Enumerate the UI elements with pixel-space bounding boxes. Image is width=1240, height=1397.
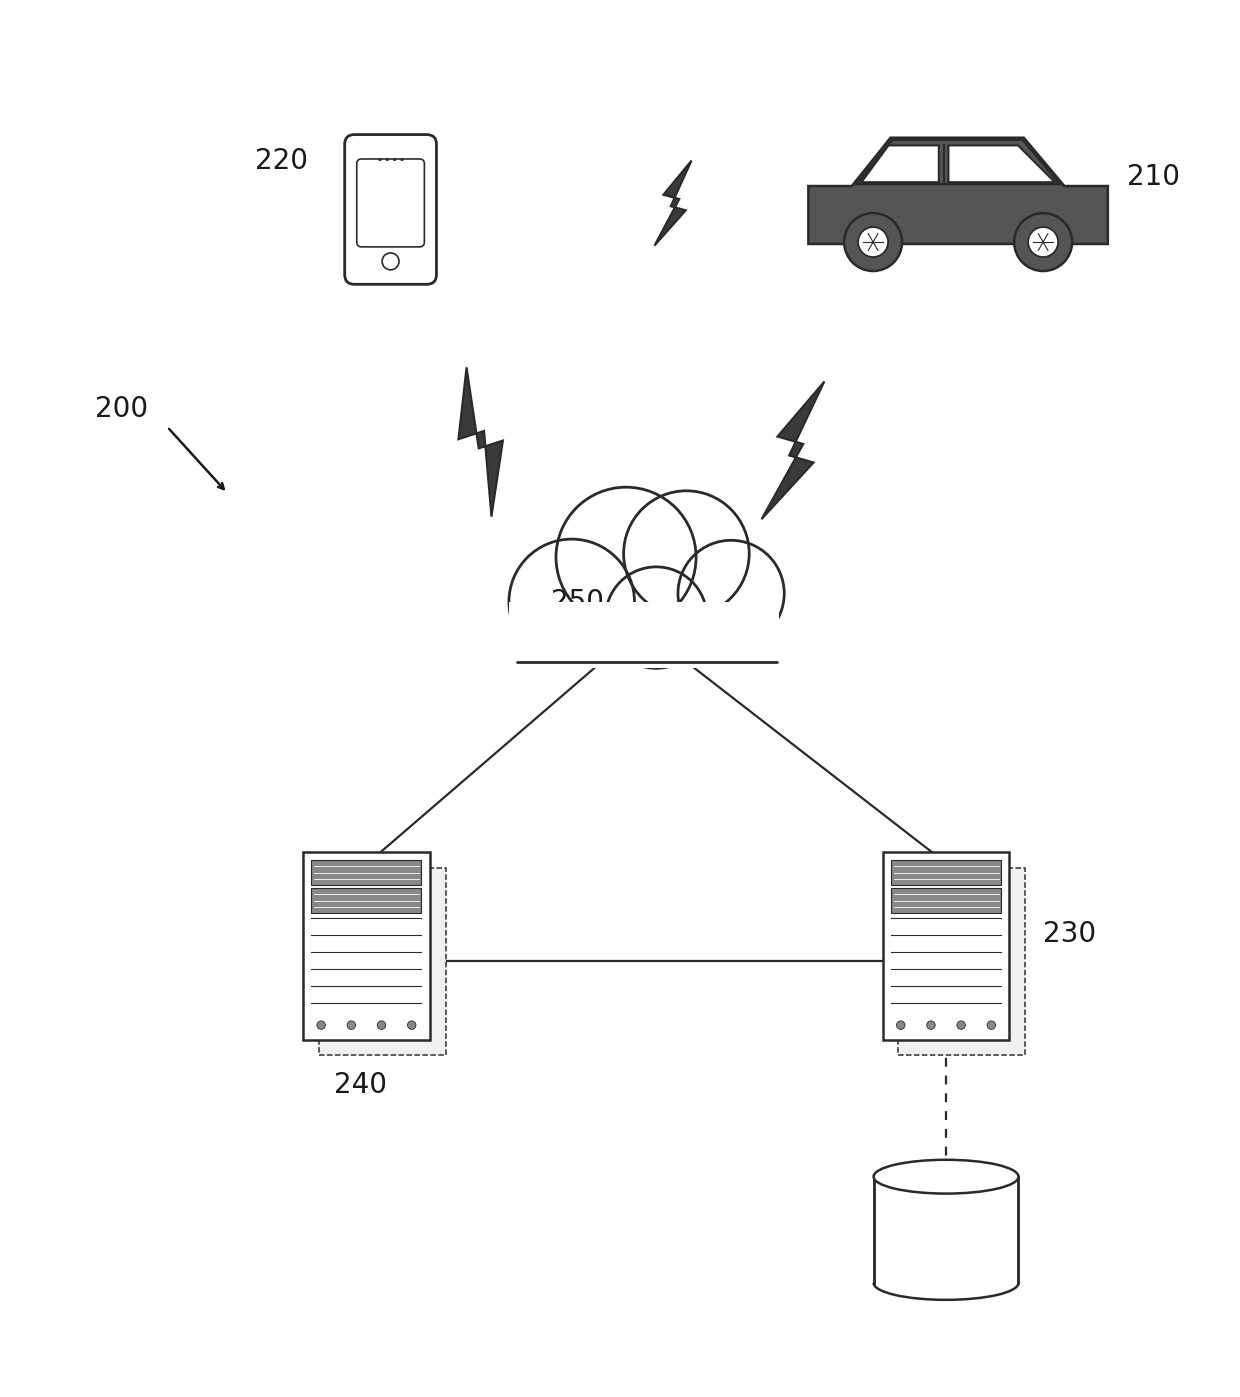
Bar: [892, 887, 1001, 914]
Polygon shape: [459, 367, 503, 517]
Circle shape: [605, 567, 707, 668]
Circle shape: [624, 490, 749, 616]
Circle shape: [1028, 228, 1058, 257]
FancyBboxPatch shape: [357, 159, 424, 247]
Text: 240: 240: [334, 1071, 387, 1099]
Circle shape: [897, 1021, 905, 1030]
Polygon shape: [862, 145, 939, 182]
Text: 250: 250: [552, 588, 604, 616]
Bar: [892, 859, 1001, 886]
Circle shape: [858, 228, 888, 257]
Ellipse shape: [874, 1160, 1018, 1193]
Circle shape: [556, 488, 696, 627]
Bar: [898, 868, 1025, 1055]
Circle shape: [1014, 214, 1073, 271]
Circle shape: [317, 1021, 325, 1030]
Circle shape: [347, 1021, 356, 1030]
Circle shape: [508, 539, 635, 665]
Polygon shape: [949, 145, 1055, 182]
Bar: [319, 868, 445, 1055]
Circle shape: [987, 1021, 996, 1030]
Polygon shape: [857, 140, 1059, 184]
FancyBboxPatch shape: [345, 134, 436, 285]
Circle shape: [926, 1021, 935, 1030]
Bar: [311, 859, 422, 886]
Polygon shape: [808, 138, 1107, 244]
Circle shape: [957, 1021, 966, 1030]
Bar: [874, 1176, 1018, 1282]
Circle shape: [678, 541, 784, 647]
Bar: [303, 852, 430, 1039]
Text: 220: 220: [255, 147, 309, 175]
Circle shape: [377, 1021, 386, 1030]
Bar: [508, 602, 780, 668]
Bar: [505, 602, 782, 668]
Bar: [883, 852, 1009, 1039]
Text: 231: 231: [920, 1215, 972, 1243]
Polygon shape: [655, 161, 692, 246]
Circle shape: [408, 1021, 415, 1030]
Bar: [311, 887, 422, 914]
Circle shape: [844, 214, 901, 271]
Text: 210: 210: [1127, 163, 1180, 191]
Circle shape: [382, 253, 399, 270]
Text: 230: 230: [1043, 921, 1096, 949]
Text: 200: 200: [94, 395, 148, 423]
Polygon shape: [761, 381, 825, 520]
